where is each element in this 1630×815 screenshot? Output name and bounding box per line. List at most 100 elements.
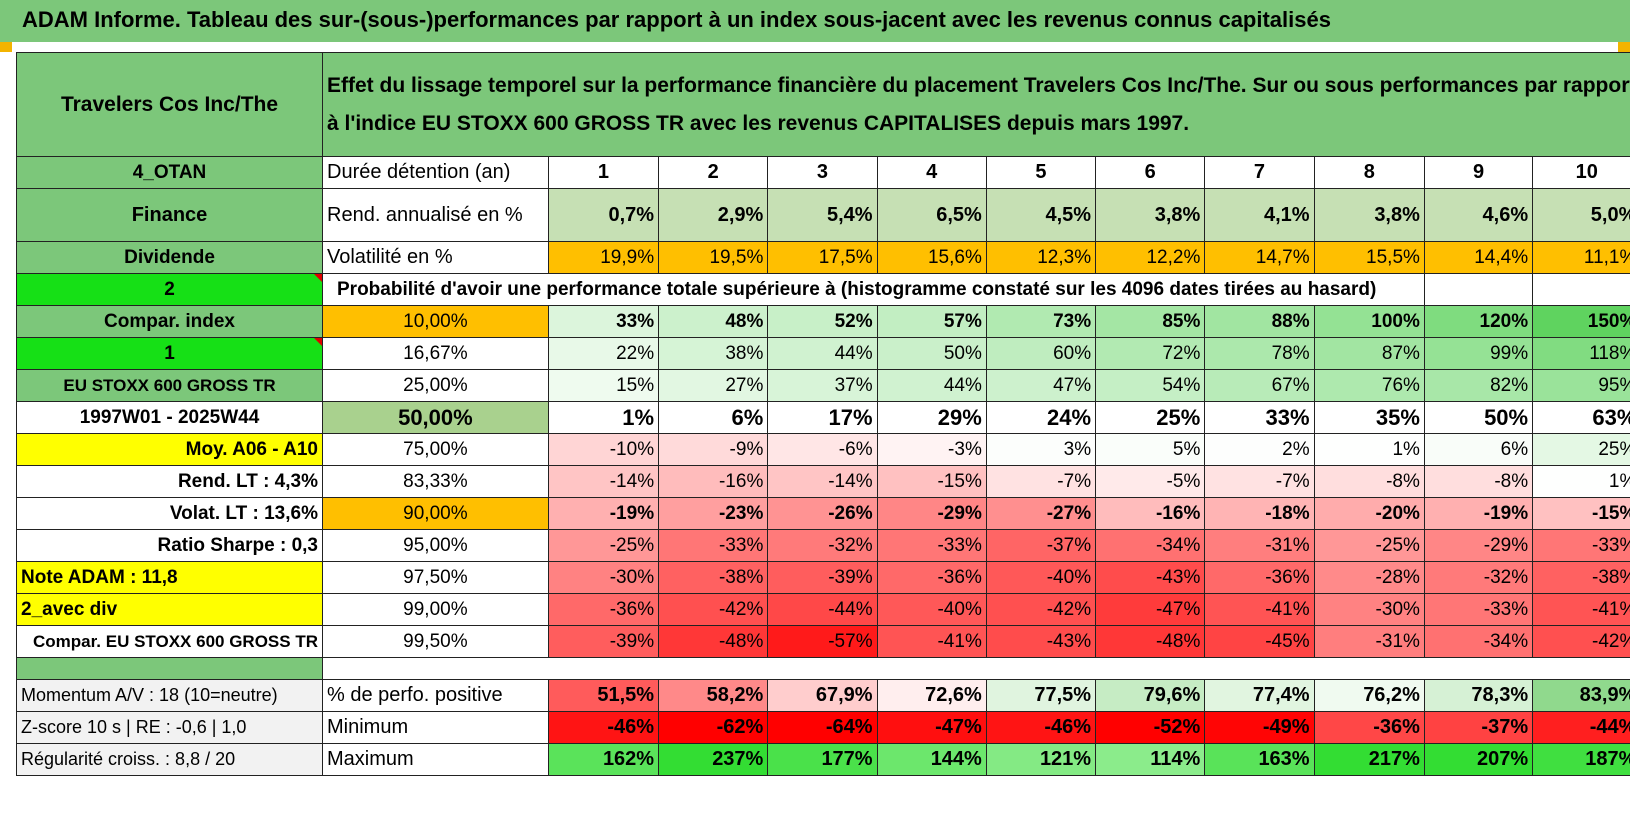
quantile-row: EU STOXX 600 GROSS TR 25,00% 15% 27% 37% 44% 4… (16, 369, 1630, 402)
quantile-value: -16% (1095, 497, 1206, 530)
annual-return-value: 4,1% (1204, 188, 1315, 242)
asset-name-cell: Travelers Cos Inc/The (16, 52, 323, 157)
quantile-value: -40% (985, 561, 1097, 594)
quantile-value: 78% (1204, 337, 1315, 370)
label-period: 1997W01 - 2025W44 (16, 401, 323, 434)
quantile-value: 5% (1095, 433, 1206, 466)
quantile-row: Compar. EU STOXX 600 GROSS TR 99,50% -39% -… (16, 625, 1630, 658)
quantile-value: -41% (1204, 593, 1315, 626)
quantile-value: -36% (547, 593, 660, 626)
quantile-level: 50,00% (322, 401, 549, 434)
spacer-left (16, 657, 323, 680)
header-row: Travelers Cos Inc/The Effet du lissage t… (16, 52, 1630, 157)
quantile-value: 63% (1532, 401, 1630, 434)
summary-value: 83,9% (1532, 679, 1630, 712)
summary-value: -62% (658, 711, 769, 744)
year-8: 8 (1313, 156, 1425, 189)
quantile-value: 15% (547, 369, 660, 402)
quantile-row: 2_avec div 99,00% -36% -42% -44% -40% -42% -47%… (16, 593, 1630, 626)
summary-value: 67,9% (767, 679, 878, 712)
quantile-level: 10,00% (322, 305, 549, 338)
summary-label: Maximum (322, 743, 549, 776)
quantile-value: 27% (658, 369, 769, 402)
quantile-value: 54% (1095, 369, 1206, 402)
summary-value: 237% (658, 743, 769, 776)
label-avec-div: 2_avec div (16, 593, 323, 626)
quantile-value: -42% (658, 593, 769, 626)
quantile-value: -23% (658, 497, 769, 530)
year-2: 2 (658, 156, 769, 189)
blank-cell (1423, 273, 1534, 306)
quantile-value: -48% (658, 625, 769, 658)
annual-return-label: Rend. annualisé en % (322, 188, 549, 242)
quantile-value: 24% (985, 401, 1097, 434)
summary-value: -36% (1313, 711, 1425, 744)
summary-value: -49% (1204, 711, 1315, 744)
spacer (321, 657, 1630, 680)
quantile-value: -25% (547, 529, 660, 562)
quantile-value: 88% (1204, 305, 1315, 338)
quantile-value: -30% (1313, 593, 1425, 626)
label-finance: Finance (16, 188, 323, 242)
quantile-level: 97,50% (322, 561, 549, 594)
quantile-value: -26% (767, 497, 878, 530)
summary-value: 76,2% (1313, 679, 1425, 712)
quantile-value: 118% (1532, 337, 1630, 370)
probability-title-row: 2 Probabilité d'avoir une performance tot… (16, 273, 1630, 306)
label-index-name: EU STOXX 600 GROSS TR (16, 369, 323, 402)
quantile-value: -20% (1313, 497, 1425, 530)
quantile-value: -29% (876, 497, 987, 530)
corner-marker-left (0, 42, 12, 52)
summary-label: Minimum (322, 711, 549, 744)
volatility-value: 11,1% (1532, 241, 1630, 274)
summary-value: -64% (767, 711, 878, 744)
quantile-value: -3% (876, 433, 987, 466)
quantile-value: 2% (1204, 433, 1315, 466)
year-9: 9 (1423, 156, 1534, 189)
label-compar-eu: Compar. EU STOXX 600 GROSS TR (16, 625, 323, 658)
volatility-row: Dividende Volatilité en % 19,9% 19,5% 17,5% 1… (16, 241, 1630, 274)
quantile-value: -15% (876, 465, 987, 498)
quantile-row: Volat. LT : 13,6% 90,00% -19% -23% -26% -29% -… (16, 497, 1630, 530)
quantile-value: -42% (1532, 625, 1630, 658)
year-10: 10 (1532, 156, 1630, 189)
summary-value: 78,3% (1423, 679, 1534, 712)
summary-left-label: Momentum A/V : 18 (10=neutre) (16, 679, 323, 712)
summary-value: -46% (547, 711, 660, 744)
quantile-level: 90,00% (322, 497, 549, 530)
summary-value: 177% (767, 743, 878, 776)
annual-return-value: 5,4% (767, 188, 878, 242)
quantile-value: -31% (1204, 529, 1315, 562)
summary-value: 51,5% (547, 679, 660, 712)
quantile-value: -32% (1423, 561, 1534, 594)
quantile-value: -38% (658, 561, 769, 594)
quantile-value: -44% (767, 593, 878, 626)
summary-value: -47% (876, 711, 987, 744)
quantile-value: -39% (767, 561, 878, 594)
quantile-level: 99,00% (322, 593, 549, 626)
quantile-value: -8% (1313, 465, 1425, 498)
quantile-value: 33% (547, 305, 660, 338)
quantile-value: 33% (1204, 401, 1315, 434)
quantile-value: -38% (1532, 561, 1630, 594)
spacer-row (16, 657, 1630, 680)
quantile-value: 57% (876, 305, 987, 338)
volatility-value: 19,5% (658, 241, 769, 274)
quantile-value: 44% (876, 369, 987, 402)
year-7: 7 (1204, 156, 1315, 189)
quantile-level: 16,67% (322, 337, 549, 370)
annual-return-value: 2,9% (658, 188, 769, 242)
description-line-1: Effet du lissage temporel sur la perform… (327, 73, 1630, 97)
quantile-value: -16% (658, 465, 769, 498)
quantile-value: 76% (1313, 369, 1425, 402)
report-title: ADAM Informe. Tableau des sur-(sous-)per… (22, 7, 1331, 32)
year-1: 1 (547, 156, 660, 189)
quantile-value: -37% (985, 529, 1097, 562)
quantile-value: -33% (658, 529, 769, 562)
quantile-value: -18% (1204, 497, 1315, 530)
volatility-value: 15,6% (876, 241, 987, 274)
quantile-value: -36% (876, 561, 987, 594)
quantile-value: 50% (876, 337, 987, 370)
quantile-row: Compar. index 10,00% 33% 48% 52% 57% 73% 85% 88%… (16, 305, 1630, 338)
summary-row: Z-score 10 s | RE : -0,6 | 1,0 Minimum -46… (16, 711, 1630, 744)
